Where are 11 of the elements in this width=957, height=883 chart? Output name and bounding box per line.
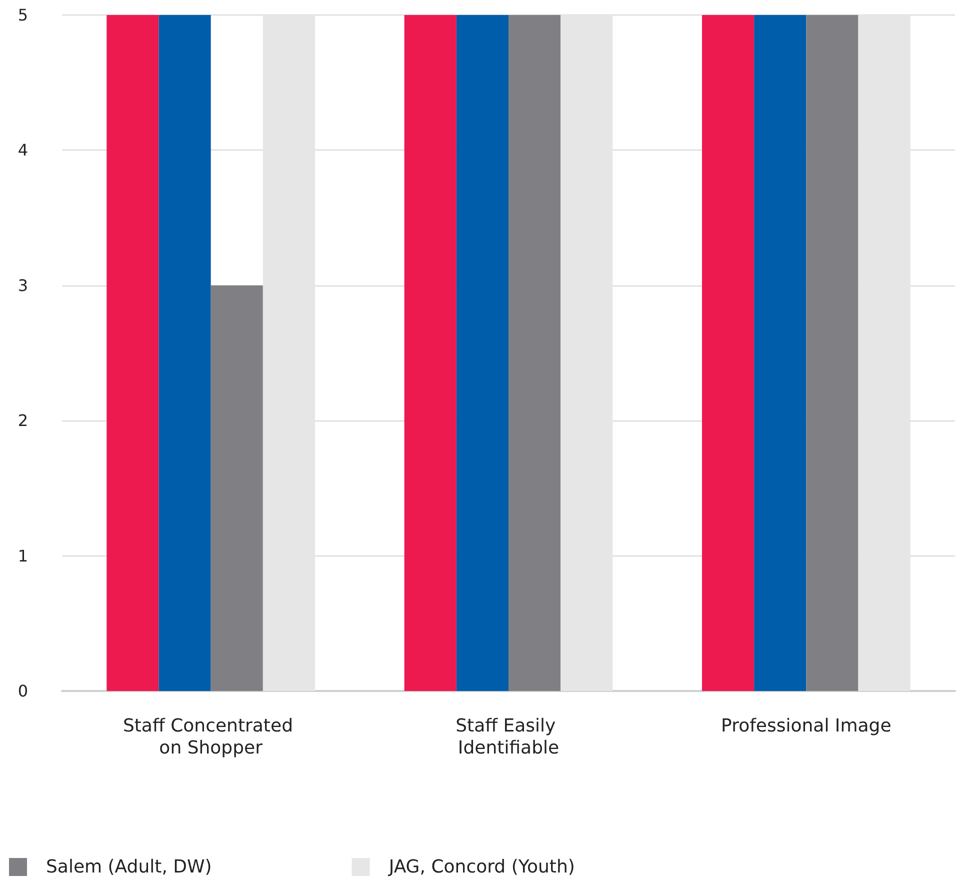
legend-label: JAG, Concord (Youth) <box>388 856 575 878</box>
y-tick-label: 0 <box>18 682 28 700</box>
y-tick-label: 4 <box>18 140 28 160</box>
y-tick-label: 2 <box>18 411 28 430</box>
legend-label: Salem (Adult, DW) <box>46 856 212 878</box>
x-tick-label: Professional Image <box>721 716 892 736</box>
x-tick-label: Staff Easily Identifiable <box>456 716 562 758</box>
y-tick-label: 5 <box>18 6 28 24</box>
x-tick-label: Staff Concentrated on Shopper <box>122 716 299 758</box>
y-tick-label: 3 <box>18 276 28 295</box>
y-tick-label: 1 <box>18 546 28 566</box>
